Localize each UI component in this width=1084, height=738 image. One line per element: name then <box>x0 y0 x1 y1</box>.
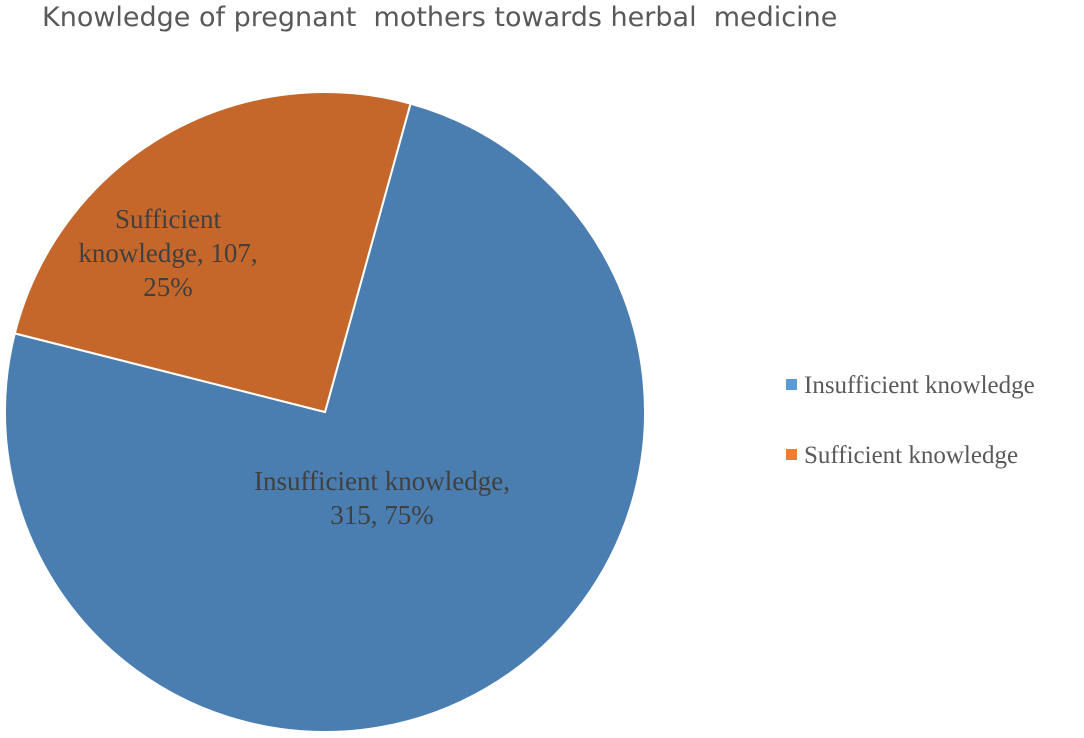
legend-swatch <box>786 379 797 390</box>
chart-legend: Insufficient knowledge Sufficient knowled… <box>786 372 1035 469</box>
chart-title: Knowledge of pregnant mothers towards he… <box>42 2 838 33</box>
legend-item-sufficient-knowledge: Sufficient knowledge <box>786 442 1018 469</box>
data-label-insufficient-knowledge: Insufficient knowledge, 315, 75% <box>254 466 510 530</box>
pie-slice-insufficient-knowledge <box>4 102 646 733</box>
data-label-sufficient-knowledge: Sufficient knowledge, 107, 25% <box>78 204 257 302</box>
legend-label: Sufficient knowledge <box>804 442 1018 469</box>
pie-slices <box>4 91 646 733</box>
pie-data-labels: Insufficient knowledge, 315, 75% Sufficien… <box>78 204 510 530</box>
legend-label: Insufficient knowledge <box>804 372 1035 399</box>
legend-item-insufficient-knowledge: Insufficient knowledge <box>786 372 1035 399</box>
legend-swatch <box>786 449 797 460</box>
pie-slice-sufficient-knowledge <box>13 91 412 414</box>
